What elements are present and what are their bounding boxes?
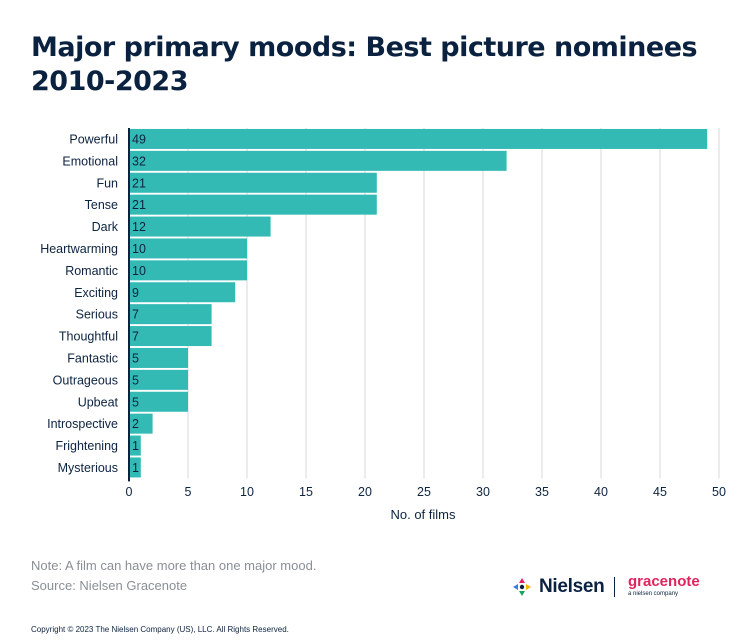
category-label: Fun bbox=[96, 176, 118, 190]
bar-value-label: 32 bbox=[132, 154, 146, 168]
bar bbox=[129, 282, 236, 303]
category-label: Serious bbox=[76, 308, 118, 322]
category-label: Thoughtful bbox=[59, 330, 118, 344]
nielsen-mark-icon bbox=[513, 578, 531, 596]
category-label: Powerful bbox=[69, 132, 118, 146]
x-tick-label: 35 bbox=[535, 485, 549, 499]
bar bbox=[129, 413, 153, 434]
x-tick-label: 10 bbox=[240, 485, 254, 499]
x-tick-label: 0 bbox=[126, 485, 133, 499]
source-note: Source: Nielsen Gracenote bbox=[31, 578, 188, 593]
category-label: Mysterious bbox=[58, 461, 118, 475]
bar-value-label: 7 bbox=[132, 308, 139, 322]
gridlines bbox=[187, 128, 720, 479]
category-labels: Powerful Emotional Fun Tense Dark Heartwarmin… bbox=[40, 132, 119, 475]
category-label: Exciting bbox=[74, 286, 118, 300]
category-label: Tense bbox=[85, 198, 118, 212]
category-label: Outrageous bbox=[53, 373, 118, 387]
category-label: Introspective bbox=[47, 417, 118, 431]
bar bbox=[129, 128, 708, 149]
bar bbox=[129, 347, 188, 368]
category-label: Fantastic bbox=[67, 351, 118, 365]
bar-value-label: 5 bbox=[132, 351, 139, 365]
bar bbox=[129, 238, 247, 259]
chart-title: Major primary moods: Best picture nomine… bbox=[31, 32, 698, 97]
bar-value-label: 9 bbox=[132, 286, 139, 300]
x-tick-label: 25 bbox=[417, 485, 431, 499]
x-tick-label: 15 bbox=[299, 485, 313, 499]
x-axis-label: No. of films bbox=[390, 507, 456, 522]
bar bbox=[129, 150, 507, 171]
category-label: Emotional bbox=[62, 154, 118, 168]
bar-value-label: 5 bbox=[132, 395, 139, 409]
bar-value-label: 21 bbox=[132, 198, 146, 212]
nielsen-logo: Nielsen bbox=[511, 576, 605, 598]
bar-value-label: 21 bbox=[132, 176, 146, 190]
bar-value-label: 1 bbox=[132, 439, 139, 453]
bar-value-label: 10 bbox=[132, 242, 146, 256]
x-tick-label: 50 bbox=[712, 485, 726, 499]
bar bbox=[129, 326, 212, 347]
logo-divider bbox=[614, 577, 615, 597]
bar bbox=[129, 435, 141, 456]
bar-value-label: 49 bbox=[132, 132, 146, 146]
gracenote-subtitle: a nielsen company bbox=[628, 591, 679, 597]
category-label: Frightening bbox=[55, 439, 118, 453]
category-label: Dark bbox=[92, 220, 119, 234]
x-tick-label: 20 bbox=[358, 485, 372, 499]
x-tick-label: 45 bbox=[653, 485, 667, 499]
bar-value-label: 5 bbox=[132, 373, 139, 387]
footnote: Note: A film can have more than one majo… bbox=[31, 558, 317, 573]
x-tick-label: 40 bbox=[594, 485, 608, 499]
x-tick-label: 5 bbox=[185, 485, 192, 499]
gracenote-wordmark: gracenote bbox=[628, 573, 700, 590]
bar bbox=[129, 216, 271, 237]
bar-value-label: 1 bbox=[132, 461, 139, 475]
category-label: Upbeat bbox=[78, 395, 119, 409]
bar bbox=[129, 260, 247, 281]
bar bbox=[129, 369, 188, 390]
bar bbox=[129, 304, 212, 325]
bar bbox=[129, 391, 188, 412]
bar bbox=[129, 194, 377, 215]
category-label: Romantic bbox=[65, 264, 118, 278]
gracenote-logo: gracenote a nielsen company bbox=[628, 574, 700, 598]
x-tick-label: 30 bbox=[476, 485, 490, 499]
bar-value-label: 12 bbox=[132, 220, 146, 234]
bar-value-label: 2 bbox=[132, 417, 139, 431]
x-tick-labels: 0 5 10 15 20 25 30 35 40 45 50 bbox=[126, 485, 726, 499]
nielsen-wordmark: Nielsen bbox=[539, 576, 605, 597]
bar bbox=[129, 172, 377, 193]
bar-value-label: 10 bbox=[132, 264, 146, 278]
copyright: Copyright © 2023 The Nielsen Company (US… bbox=[31, 625, 289, 634]
category-label: Heartwarming bbox=[40, 242, 118, 256]
bar bbox=[129, 457, 141, 478]
bar-value-label: 7 bbox=[132, 330, 139, 344]
